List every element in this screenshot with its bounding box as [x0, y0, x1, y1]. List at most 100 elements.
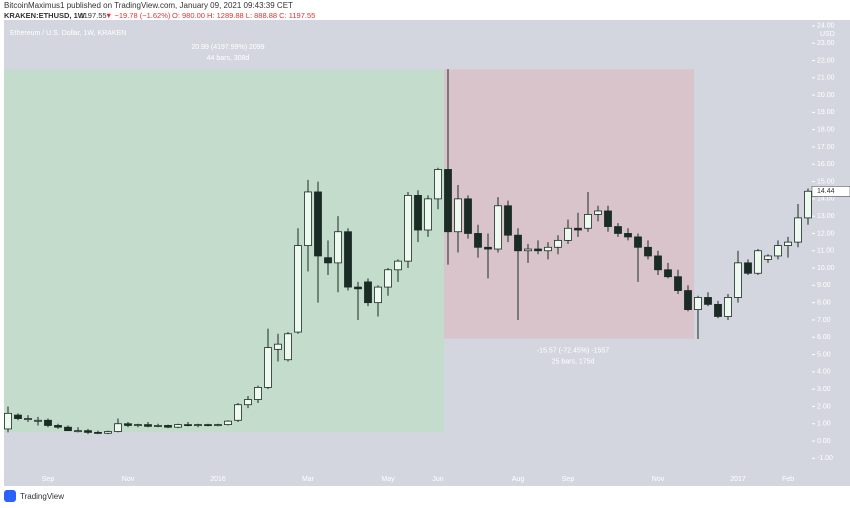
x-tick-label: May — [381, 476, 395, 483]
measure-label: -15.57 (-72.45%) -1557 — [537, 347, 609, 354]
candle-body — [724, 297, 732, 317]
candle-body — [734, 262, 742, 298]
y-tick-label: 2.00 — [817, 403, 831, 410]
candle-body — [674, 276, 682, 291]
x-tick-label: Jun — [432, 476, 443, 483]
candle-body — [324, 257, 332, 264]
price-axis — [812, 20, 850, 472]
candle-body — [524, 248, 532, 252]
y-tick-label: 13.00 — [817, 213, 835, 220]
candle-body — [134, 424, 142, 427]
candle-body — [774, 245, 782, 257]
candle-body — [554, 239, 562, 248]
candle-body — [244, 399, 252, 406]
y-tick-label: 4.00 — [817, 369, 831, 376]
symbol: KRAKEN:ETHUSD, 1W — [4, 11, 86, 20]
last-price-label: 14.44 — [817, 188, 835, 195]
y-tick-label: 23.00 — [817, 40, 835, 47]
candle-body — [354, 286, 362, 290]
candle-body — [744, 262, 752, 274]
x-tick-label: 2016 — [210, 476, 226, 483]
candle-body — [534, 248, 542, 252]
candle-body — [114, 423, 122, 432]
candle-body — [544, 246, 552, 252]
candle-body — [654, 255, 662, 271]
candle-body — [484, 246, 492, 250]
y-tick-label: 14.00 — [817, 196, 835, 203]
candle-body — [224, 420, 232, 426]
x-tick-label: Nov — [652, 476, 665, 483]
y-tick-label: 12.00 — [817, 230, 835, 237]
candle-body — [684, 290, 692, 310]
brand: TradingView — [20, 492, 64, 501]
candle-body — [394, 260, 402, 271]
y-tick-label: 24.00 — [817, 23, 835, 30]
x-tick-label: 2017 — [730, 476, 746, 483]
publish-info: BitcoinMaximus1 published on TradingView… — [4, 1, 293, 10]
candle-body — [34, 419, 42, 422]
candle-body — [444, 169, 452, 233]
candle-body — [234, 404, 242, 421]
measure-box — [4, 69, 444, 433]
candle-body — [694, 297, 702, 310]
candle-body — [84, 430, 92, 433]
candle-body — [384, 269, 392, 288]
candle-body — [784, 241, 792, 246]
candle-body — [604, 210, 612, 227]
candle-body — [584, 214, 592, 229]
candle-body — [664, 269, 672, 278]
candle-body — [44, 419, 52, 426]
last-price-box — [811, 186, 850, 197]
candle-body — [294, 245, 302, 333]
candle-body — [764, 255, 772, 260]
candle-body — [474, 233, 482, 248]
y-tick-label: 20.00 — [817, 92, 835, 99]
candle-body — [434, 169, 442, 200]
candle-body — [464, 198, 472, 234]
candle-body — [54, 425, 62, 428]
y-tick-label: 9.00 — [817, 282, 831, 289]
y-tick-label: -1.00 — [817, 455, 833, 462]
candle-body — [494, 205, 502, 250]
candle-body — [164, 425, 172, 428]
candle-body — [174, 424, 182, 428]
candle-body — [564, 227, 572, 241]
candle-body — [644, 246, 652, 257]
x-tick-label: Nov — [122, 476, 135, 483]
last: 1197.55 — [80, 11, 107, 20]
ohlc: O: 980.00 H: 1289.88 L: 888.88 C: 1197.5… — [172, 11, 315, 20]
candle-body — [94, 431, 102, 434]
currency: USD — [820, 31, 835, 38]
candle-body — [794, 217, 802, 243]
y-tick-label: 22.00 — [817, 57, 835, 64]
candle-body — [514, 234, 522, 252]
candle-body — [334, 231, 342, 264]
candle-body — [144, 424, 152, 427]
candle-body — [574, 227, 582, 231]
candle-body — [414, 195, 422, 231]
candle-body — [4, 412, 12, 430]
measure-label: 25 bars, 175d — [552, 358, 595, 365]
candle-body — [804, 190, 812, 219]
candle-body — [14, 414, 22, 419]
candle-body — [704, 297, 712, 305]
candle-body — [714, 303, 722, 317]
candle-body — [24, 418, 32, 420]
y-tick-label: 16.00 — [817, 161, 835, 168]
x-tick-label: Mar — [302, 476, 315, 483]
y-tick-label: 5.00 — [817, 351, 831, 358]
candle-body — [614, 226, 622, 234]
candle-body — [154, 425, 162, 427]
candle-body — [254, 387, 262, 400]
candle-body — [264, 347, 272, 388]
y-tick-label: 11.00 — [817, 248, 834, 255]
y-tick-label: 6.00 — [817, 334, 831, 341]
candle-body — [624, 233, 632, 238]
candle-body — [284, 333, 292, 361]
candle-body — [74, 430, 82, 433]
candle-body — [594, 210, 602, 215]
candle-body — [344, 231, 352, 288]
y-tick-label: 1.00 — [817, 421, 831, 428]
